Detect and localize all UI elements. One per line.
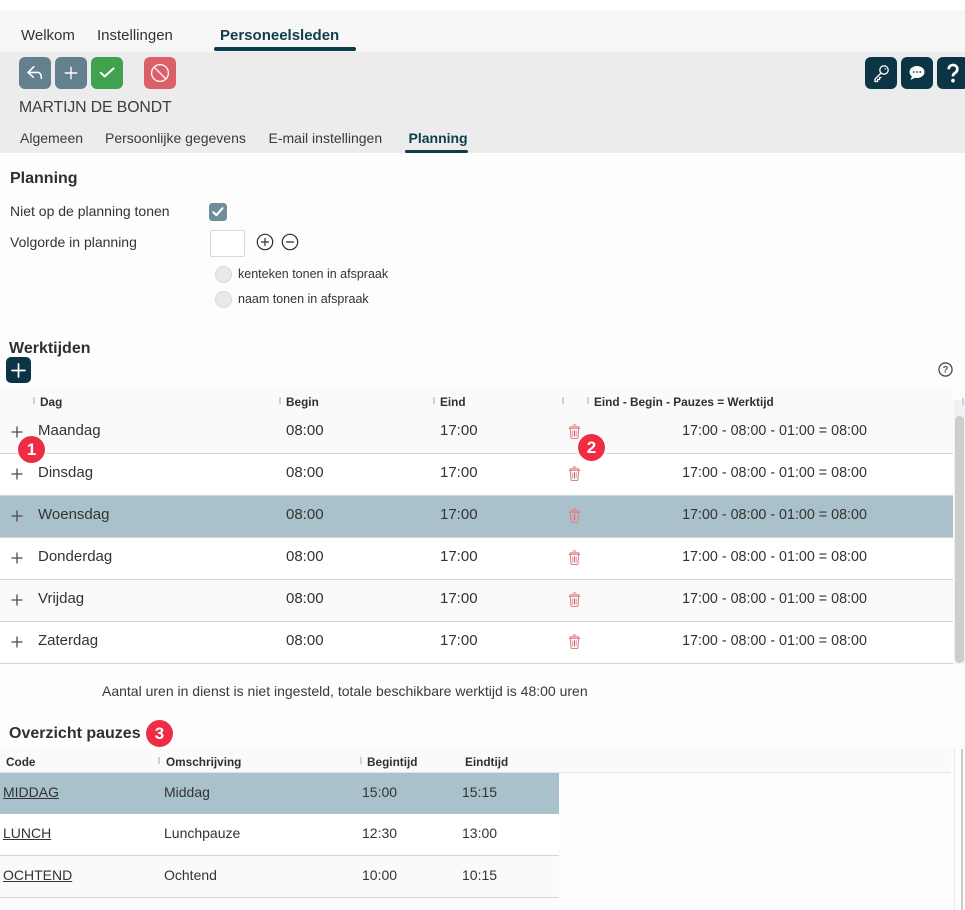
svg-text:?: ? <box>943 365 949 375</box>
